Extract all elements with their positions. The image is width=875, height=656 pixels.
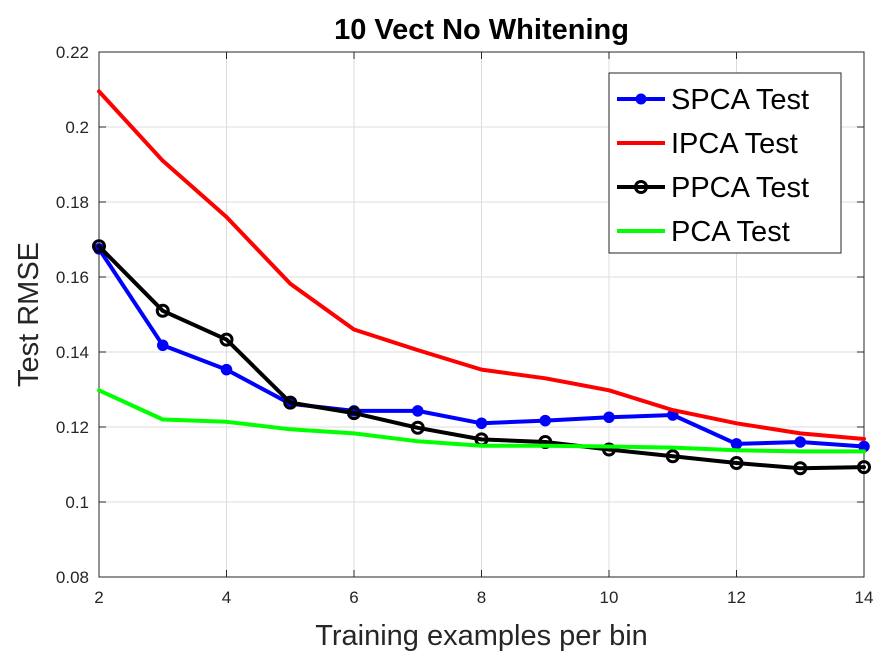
x-tick-label: 4	[222, 588, 231, 607]
x-tick-label: 10	[600, 588, 619, 607]
data-point-ppca	[347, 406, 361, 421]
data-point-ppca	[857, 460, 871, 475]
x-tick-label: 8	[477, 588, 486, 607]
legend-box	[608, 72, 842, 254]
data-point-ppca	[665, 449, 680, 464]
series-lines	[92, 89, 871, 476]
data-point-spca	[794, 436, 806, 448]
legend: SPCA Test IPCA Test PPCA Test PCA Test	[608, 72, 842, 254]
legend-label-pca: PCA Test	[671, 216, 790, 248]
legend-label-ipca: IPCA Test	[671, 128, 798, 160]
data-point-ppca	[793, 461, 808, 476]
data-point-ppca	[283, 395, 298, 410]
x-tick-label: 6	[349, 588, 358, 607]
y-tick-label: 0.12	[56, 418, 89, 437]
data-point-spca	[730, 438, 743, 450]
data-point-ppca	[602, 442, 616, 457]
legend-label-spca: SPCA Test	[671, 84, 809, 116]
data-point-ppca	[155, 303, 170, 318]
series-pca	[97, 388, 866, 454]
data-point-spca	[412, 405, 424, 417]
series-line-pca	[97, 388, 866, 454]
axis-ticks: 2 4 6 8 10 12 14 0.08 0.1 0.12 0.14 0.16 0.18 0.2 0.22	[56, 43, 874, 607]
x-tick-label: 2	[94, 588, 103, 607]
series-line-ipca	[97, 89, 866, 441]
legend-item-pca: PCA Test	[617, 216, 790, 248]
data-point-ppca	[410, 420, 425, 435]
series-line-ppca	[97, 244, 866, 471]
y-tick-label: 0.22	[56, 43, 89, 62]
data-point-spca	[157, 339, 169, 351]
legend-marker-spca	[635, 93, 647, 105]
data-point-spca	[539, 414, 551, 427]
data-point-spca	[603, 411, 615, 423]
y-tick-label: 0.08	[56, 568, 89, 587]
legend-marker-ppca	[634, 180, 648, 194]
data-point-ppca	[92, 239, 106, 254]
legend-item-spca: SPCA Test	[617, 84, 809, 116]
series-ppca	[92, 239, 871, 476]
legend-item-ppca: PPCA Test	[617, 172, 809, 204]
chart-title: 10 Vect No Whitening	[334, 14, 629, 46]
legend-item-ipca: IPCA Test	[617, 128, 798, 160]
data-point-spca	[475, 417, 488, 429]
x-tick-label: 12	[727, 588, 746, 607]
y-tick-label: 0.1	[65, 493, 89, 512]
x-tick-label: 14	[855, 588, 874, 607]
y-tick-label: 0.14	[56, 343, 89, 362]
x-axis-label: Training examples per bin	[315, 620, 648, 652]
y-axis-label: Test RMSE	[13, 242, 45, 387]
y-tick-label: 0.2	[65, 118, 89, 137]
series-ipca	[97, 89, 866, 441]
legend-label-ppca: PPCA Test	[671, 172, 809, 204]
data-point-spca	[220, 363, 233, 376]
y-tick-label: 0.18	[56, 193, 89, 212]
data-point-ppca	[729, 456, 744, 470]
data-point-ppca	[219, 332, 234, 347]
y-tick-label: 0.16	[56, 268, 89, 287]
